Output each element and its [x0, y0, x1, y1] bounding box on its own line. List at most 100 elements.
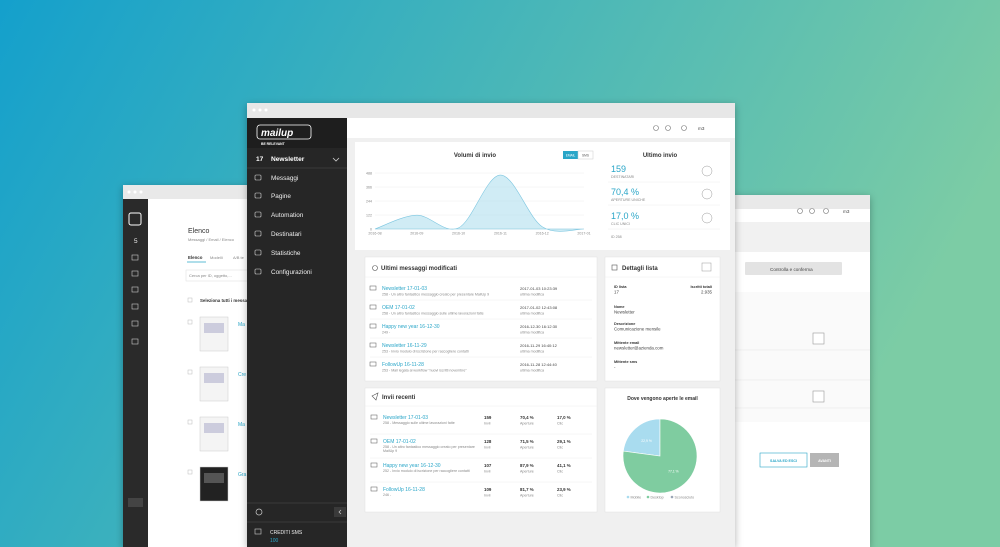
- chat-icon: [254, 528, 262, 535]
- field-label: Descrizione: [614, 322, 635, 326]
- x-tick-label: 2016-10: [452, 232, 465, 236]
- edit-date-label: ultima modifica: [520, 350, 544, 354]
- panel-icon: [371, 392, 379, 401]
- list-id: 17: [256, 156, 264, 163]
- user-menu[interactable]: m3: [698, 126, 705, 131]
- item-title[interactable]: Ma: [238, 422, 245, 428]
- search-placeholder: Cerca per ID, oggetto,...: [189, 273, 232, 278]
- edit-date: 2017-01-03 10:23:39: [520, 286, 558, 291]
- y-tick-label: 0: [370, 227, 372, 231]
- top-icon: [665, 125, 671, 131]
- credits-label: CREDITI SMS: [270, 530, 303, 536]
- tagline: BE RELEVANT: [261, 142, 286, 146]
- metric-value: 109: [484, 487, 492, 492]
- row-icon: [370, 462, 378, 468]
- next-label[interactable]: AVANTI: [818, 459, 831, 463]
- edit-button: [812, 332, 825, 345]
- message-name[interactable]: Newsletter 17-01-03: [382, 286, 427, 292]
- save-button: [759, 452, 808, 468]
- menu-icon: [254, 192, 262, 199]
- menu-item[interactable]: Configurazioni: [271, 269, 312, 276]
- menu-item[interactable]: Statistiche: [271, 250, 301, 257]
- message-name[interactable]: Happy new year 16-12-30: [383, 463, 441, 469]
- checkbox: [187, 319, 193, 325]
- field-value: Comunicazione mensile: [614, 327, 661, 332]
- edit-date-label: ultima modifica: [520, 369, 544, 373]
- metric-value: 159: [484, 415, 492, 420]
- legend-swatch: [626, 495, 630, 499]
- tab[interactable]: A/B te: [233, 255, 245, 260]
- menu-icon: [131, 303, 139, 310]
- message-name[interactable]: Newsletter 17-01-03: [383, 415, 428, 421]
- legend-label: Mobile: [631, 495, 642, 499]
- message-description: 246 -: [383, 493, 392, 497]
- logo-area: [247, 118, 347, 148]
- title-bar: [718, 195, 870, 209]
- menu-icon: [254, 268, 262, 275]
- list-name[interactable]: Newsletter: [271, 156, 305, 163]
- window-dot: [133, 190, 137, 194]
- checkbox: [187, 369, 193, 375]
- message-name[interactable]: FollowUp 16-11-28: [383, 487, 425, 493]
- metric-value: 81,7 %: [520, 487, 534, 492]
- stat-label: APERTURE UNICHE: [611, 198, 646, 202]
- save-label[interactable]: SALVA ED ESCI: [770, 459, 797, 463]
- pie-slice: [622, 418, 698, 494]
- x-tick-label: 2017-01: [577, 232, 590, 236]
- message-name[interactable]: FollowUp 16-11-28: [382, 362, 424, 368]
- panel-title: Ultimo invio: [643, 153, 678, 159]
- item-title[interactable]: Cre: [238, 372, 246, 378]
- window-dot: [139, 190, 143, 194]
- top-bar: [347, 118, 735, 138]
- menu-item[interactable]: Automation: [271, 212, 304, 219]
- tab[interactable]: Modelli: [210, 255, 223, 260]
- message-description: 252 - Invio modulo di iscrizione per rac…: [383, 469, 470, 473]
- top-icon: [681, 125, 687, 131]
- logo: mailup: [261, 128, 293, 139]
- metric-label: Clic: [557, 422, 563, 426]
- window-dot: [264, 108, 268, 112]
- metric-value: 128: [484, 439, 492, 444]
- slice-label: 22,9 %: [641, 439, 652, 443]
- field-label: ID lista: [614, 285, 627, 289]
- edit-date: 2016-12-30 16:12:30: [520, 324, 558, 329]
- message-name[interactable]: OEM 17-01-02: [382, 305, 415, 311]
- collapse-button: [334, 507, 346, 517]
- sidebar: [123, 199, 148, 547]
- message-description: 258 - Un altro fantastico messaggio crea…: [382, 293, 489, 297]
- checkbox: [187, 469, 193, 475]
- metric-value: 70,4 %: [520, 415, 534, 420]
- chart-title: Volumi di invio: [454, 153, 497, 159]
- metric-value: 17,0 %: [557, 415, 571, 420]
- top-icon: [797, 208, 803, 214]
- thumbnail: [199, 466, 229, 502]
- menu-item[interactable]: Messaggi: [271, 175, 298, 182]
- badge: 5: [134, 238, 138, 245]
- toggle-on: [563, 151, 578, 159]
- step-pill: [745, 262, 842, 275]
- edit-date: 2016-11-28 12:44:40: [520, 362, 558, 367]
- metric-value: 41,1 %: [557, 463, 571, 468]
- thumbnail: [199, 366, 229, 402]
- metric-value: 29,1 %: [557, 439, 571, 444]
- metric-label: Aperture: [520, 494, 534, 498]
- checkbox: [187, 297, 193, 303]
- menu-item[interactable]: Destinatari: [271, 231, 302, 238]
- menu-icon: [131, 320, 139, 327]
- item-title[interactable]: Gra: [238, 472, 247, 478]
- toggle[interactable]: SMS: [582, 154, 589, 158]
- menu-button: [701, 262, 712, 272]
- stat-label: CLIC UNICI: [611, 222, 630, 226]
- menu-item[interactable]: Pagine: [271, 193, 291, 200]
- item-title[interactable]: Ma: [238, 322, 245, 328]
- x-tick-label: 2016-12: [536, 232, 549, 236]
- thumbnail: [199, 316, 229, 352]
- thumbnail-content: [204, 473, 224, 483]
- message-name[interactable]: Happy new year 16-12-30: [382, 324, 440, 330]
- message-description: 258 - Un altro fantastico messaggio crea…: [383, 445, 475, 454]
- toggle[interactable]: EMAIL: [566, 154, 576, 158]
- tab[interactable]: Elenco: [188, 255, 203, 260]
- thumbnail-content: [204, 323, 224, 333]
- message-name[interactable]: OEM 17-01-02: [383, 439, 416, 445]
- message-name[interactable]: Newsletter 16-11-29: [382, 343, 427, 349]
